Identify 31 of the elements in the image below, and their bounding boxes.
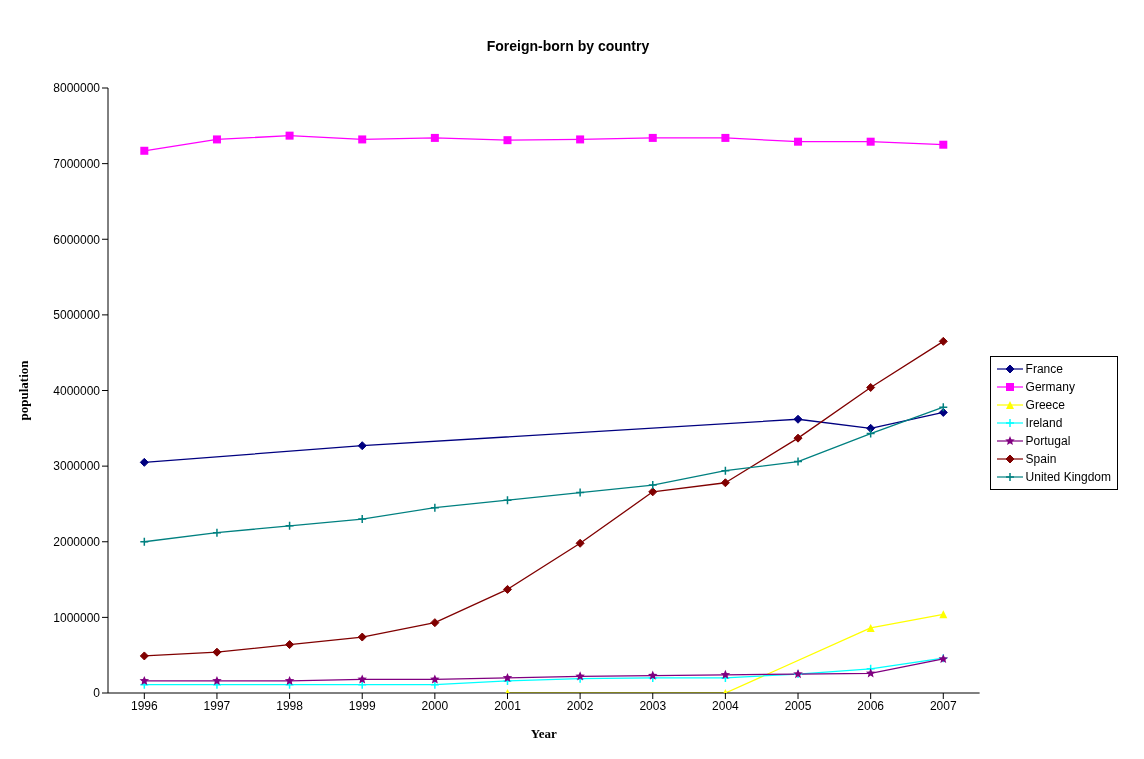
legend-label: Portugal: [1025, 434, 1071, 448]
x-tick-label: 2003: [639, 698, 667, 713]
x-tick-label: 2005: [784, 698, 812, 713]
legend-label: Ireland: [1025, 416, 1063, 430]
y-tick-label: 4000000: [53, 383, 101, 398]
x-tick-label: 2002: [566, 698, 594, 713]
legend-label: France: [1025, 362, 1063, 376]
x-tick-label: 1998: [276, 698, 304, 713]
x-tick-label: 1996: [130, 698, 158, 713]
chart-title: Foreign-born by country: [485, 37, 651, 56]
x-tick-label: 2001: [494, 698, 522, 713]
y-tick-label: 5000000: [53, 308, 101, 323]
legend-label: Spain: [1025, 452, 1057, 466]
legend-label: Germany: [1025, 380, 1075, 394]
y-tick-label: 0: [93, 686, 101, 701]
y-axis-title: population: [15, 359, 31, 421]
legend-label: United Kingdom: [1025, 470, 1111, 484]
x-tick-label: 2000: [421, 698, 449, 713]
x-tick-label: 1999: [348, 698, 376, 713]
y-tick-label: 2000000: [53, 535, 101, 550]
y-tick-label: 1000000: [53, 610, 101, 625]
x-axis-title: Year: [530, 726, 558, 741]
x-tick-label: 2006: [857, 698, 885, 713]
y-tick-label: 8000000: [53, 81, 101, 96]
y-tick-label: 6000000: [53, 232, 101, 247]
y-tick-label: 7000000: [53, 156, 101, 171]
legend-label: Greece: [1025, 398, 1065, 412]
x-tick-label: 2004: [712, 698, 740, 713]
x-tick-label: 1997: [203, 698, 231, 713]
y-tick-label: 3000000: [53, 459, 101, 474]
x-tick-label: 2007: [929, 698, 957, 713]
